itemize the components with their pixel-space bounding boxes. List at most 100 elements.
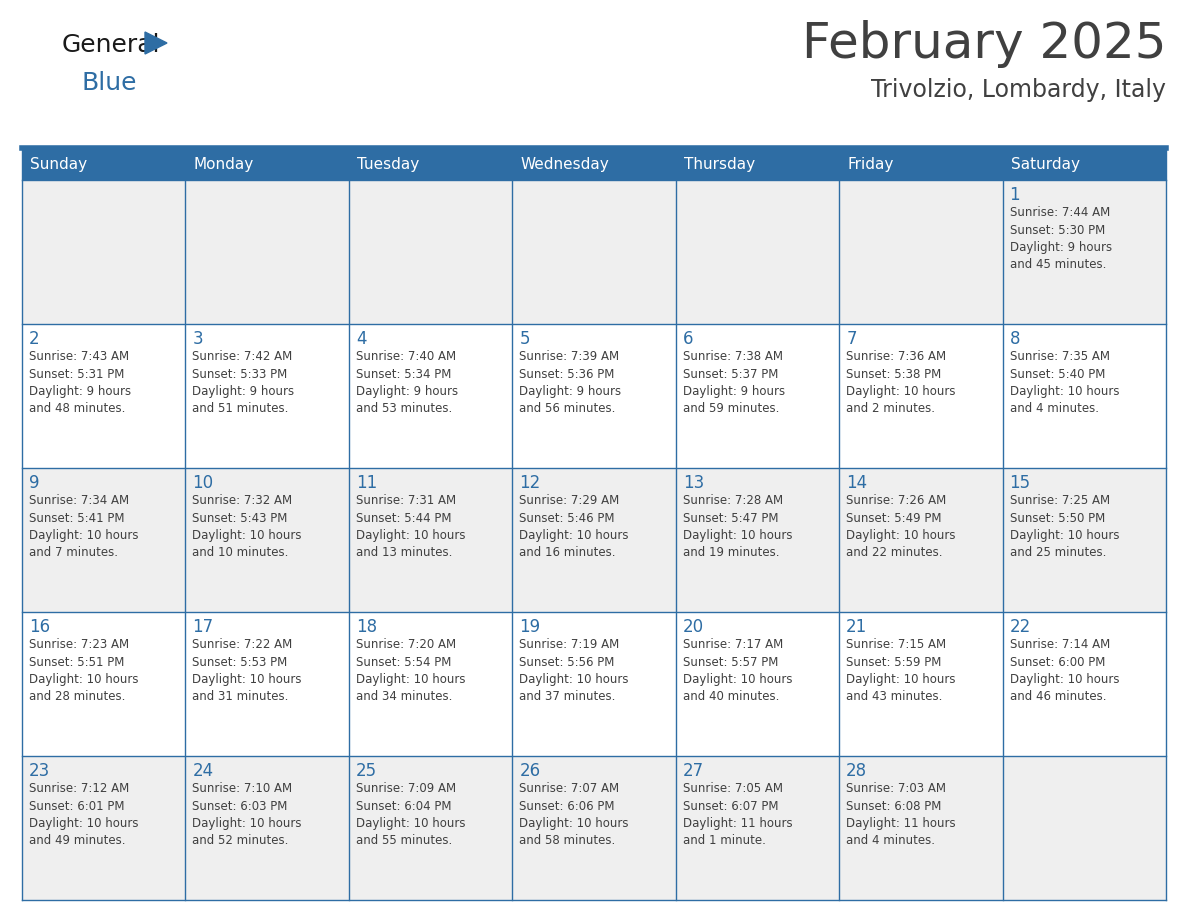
Text: Trivolzio, Lombardy, Italy: Trivolzio, Lombardy, Italy [871,78,1165,102]
Text: Sunrise: 7:05 AM
Sunset: 6:07 PM
Daylight: 11 hours
and 1 minute.: Sunrise: 7:05 AM Sunset: 6:07 PM Dayligh… [683,782,792,847]
Text: Sunrise: 7:14 AM
Sunset: 6:00 PM
Daylight: 10 hours
and 46 minutes.: Sunrise: 7:14 AM Sunset: 6:00 PM Dayligh… [1010,638,1119,703]
Text: 4: 4 [356,330,366,348]
Bar [23,148,185,180]
Bar [676,612,839,756]
Bar [839,324,1003,468]
Text: Sunrise: 7:25 AM
Sunset: 5:50 PM
Daylight: 10 hours
and 25 minutes.: Sunrise: 7:25 AM Sunset: 5:50 PM Dayligh… [1010,494,1119,559]
Bar [349,756,512,900]
Text: 19: 19 [519,618,541,636]
Bar [839,756,1003,900]
Text: Sunday: Sunday [30,156,87,172]
Bar [23,468,185,612]
Text: 18: 18 [356,618,377,636]
Bar [1003,180,1165,324]
Text: 21: 21 [846,618,867,636]
Text: Sunrise: 7:36 AM
Sunset: 5:38 PM
Daylight: 10 hours
and 2 minutes.: Sunrise: 7:36 AM Sunset: 5:38 PM Dayligh… [846,350,955,416]
Bar [512,756,676,900]
Bar [185,180,349,324]
Text: Friday: Friday [847,156,893,172]
Bar [23,180,185,324]
Text: Tuesday: Tuesday [356,156,419,172]
Bar [1003,468,1165,612]
Text: 3: 3 [192,330,203,348]
Text: Sunrise: 7:03 AM
Sunset: 6:08 PM
Daylight: 11 hours
and 4 minutes.: Sunrise: 7:03 AM Sunset: 6:08 PM Dayligh… [846,782,956,847]
Bar [839,148,1003,180]
Text: 22: 22 [1010,618,1031,636]
Text: 7: 7 [846,330,857,348]
Text: 11: 11 [356,474,377,492]
Bar [23,324,185,468]
Text: 25: 25 [356,762,377,780]
Text: Sunrise: 7:44 AM
Sunset: 5:30 PM
Daylight: 9 hours
and 45 minutes.: Sunrise: 7:44 AM Sunset: 5:30 PM Dayligh… [1010,206,1112,272]
Bar [1003,148,1165,180]
Bar [676,468,839,612]
Text: 10: 10 [192,474,214,492]
Bar [185,468,349,612]
Bar [676,148,839,180]
Text: 13: 13 [683,474,704,492]
Text: 16: 16 [29,618,50,636]
Text: Sunrise: 7:28 AM
Sunset: 5:47 PM
Daylight: 10 hours
and 19 minutes.: Sunrise: 7:28 AM Sunset: 5:47 PM Dayligh… [683,494,792,559]
Text: Sunrise: 7:42 AM
Sunset: 5:33 PM
Daylight: 9 hours
and 51 minutes.: Sunrise: 7:42 AM Sunset: 5:33 PM Dayligh… [192,350,295,416]
Bar [185,756,349,900]
Bar [839,180,1003,324]
Bar [676,756,839,900]
Text: 6: 6 [683,330,694,348]
Text: 24: 24 [192,762,214,780]
Bar [349,612,512,756]
Text: Sunrise: 7:19 AM
Sunset: 5:56 PM
Daylight: 10 hours
and 37 minutes.: Sunrise: 7:19 AM Sunset: 5:56 PM Dayligh… [519,638,628,703]
Bar [349,148,512,180]
Text: Sunrise: 7:23 AM
Sunset: 5:51 PM
Daylight: 10 hours
and 28 minutes.: Sunrise: 7:23 AM Sunset: 5:51 PM Dayligh… [29,638,139,703]
Text: Sunrise: 7:07 AM
Sunset: 6:06 PM
Daylight: 10 hours
and 58 minutes.: Sunrise: 7:07 AM Sunset: 6:06 PM Dayligh… [519,782,628,847]
Text: Sunrise: 7:15 AM
Sunset: 5:59 PM
Daylight: 10 hours
and 43 minutes.: Sunrise: 7:15 AM Sunset: 5:59 PM Dayligh… [846,638,955,703]
Bar [349,180,512,324]
Bar [23,612,185,756]
Text: 1: 1 [1010,186,1020,204]
Text: Sunrise: 7:10 AM
Sunset: 6:03 PM
Daylight: 10 hours
and 52 minutes.: Sunrise: 7:10 AM Sunset: 6:03 PM Dayligh… [192,782,302,847]
Text: Sunrise: 7:20 AM
Sunset: 5:54 PM
Daylight: 10 hours
and 34 minutes.: Sunrise: 7:20 AM Sunset: 5:54 PM Dayligh… [356,638,466,703]
Bar [512,324,676,468]
Text: Sunrise: 7:39 AM
Sunset: 5:36 PM
Daylight: 9 hours
and 56 minutes.: Sunrise: 7:39 AM Sunset: 5:36 PM Dayligh… [519,350,621,416]
Text: 20: 20 [683,618,703,636]
Bar [512,148,676,180]
Text: 23: 23 [29,762,50,780]
Bar [676,324,839,468]
Text: General: General [62,33,160,57]
Text: Sunrise: 7:12 AM
Sunset: 6:01 PM
Daylight: 10 hours
and 49 minutes.: Sunrise: 7:12 AM Sunset: 6:01 PM Dayligh… [29,782,139,847]
Text: Sunrise: 7:29 AM
Sunset: 5:46 PM
Daylight: 10 hours
and 16 minutes.: Sunrise: 7:29 AM Sunset: 5:46 PM Dayligh… [519,494,628,559]
Text: Saturday: Saturday [1011,156,1080,172]
Text: February 2025: February 2025 [802,20,1165,68]
Text: 12: 12 [519,474,541,492]
Bar [23,756,185,900]
Text: Sunrise: 7:09 AM
Sunset: 6:04 PM
Daylight: 10 hours
and 55 minutes.: Sunrise: 7:09 AM Sunset: 6:04 PM Dayligh… [356,782,466,847]
Text: 14: 14 [846,474,867,492]
Text: Sunrise: 7:40 AM
Sunset: 5:34 PM
Daylight: 9 hours
and 53 minutes.: Sunrise: 7:40 AM Sunset: 5:34 PM Dayligh… [356,350,459,416]
Bar [1003,612,1165,756]
Bar [185,612,349,756]
Text: Sunrise: 7:38 AM
Sunset: 5:37 PM
Daylight: 9 hours
and 59 minutes.: Sunrise: 7:38 AM Sunset: 5:37 PM Dayligh… [683,350,785,416]
Text: Thursday: Thursday [684,156,754,172]
Bar [349,324,512,468]
Text: 2: 2 [29,330,39,348]
Bar [512,612,676,756]
Bar [839,468,1003,612]
Text: 9: 9 [29,474,39,492]
Text: 5: 5 [519,330,530,348]
Text: Sunrise: 7:26 AM
Sunset: 5:49 PM
Daylight: 10 hours
and 22 minutes.: Sunrise: 7:26 AM Sunset: 5:49 PM Dayligh… [846,494,955,559]
Text: 26: 26 [519,762,541,780]
Bar [676,180,839,324]
Text: Sunrise: 7:32 AM
Sunset: 5:43 PM
Daylight: 10 hours
and 10 minutes.: Sunrise: 7:32 AM Sunset: 5:43 PM Dayligh… [192,494,302,559]
Bar [1003,324,1165,468]
Bar [349,468,512,612]
Text: Sunrise: 7:35 AM
Sunset: 5:40 PM
Daylight: 10 hours
and 4 minutes.: Sunrise: 7:35 AM Sunset: 5:40 PM Dayligh… [1010,350,1119,416]
Text: Sunrise: 7:34 AM
Sunset: 5:41 PM
Daylight: 10 hours
and 7 minutes.: Sunrise: 7:34 AM Sunset: 5:41 PM Dayligh… [29,494,139,559]
Polygon shape [145,32,168,54]
Text: Monday: Monday [194,156,254,172]
Text: Sunrise: 7:22 AM
Sunset: 5:53 PM
Daylight: 10 hours
and 31 minutes.: Sunrise: 7:22 AM Sunset: 5:53 PM Dayligh… [192,638,302,703]
Text: 27: 27 [683,762,703,780]
Bar [1003,756,1165,900]
Text: Wednesday: Wednesday [520,156,609,172]
Bar [512,468,676,612]
Bar [185,324,349,468]
Bar [185,148,349,180]
